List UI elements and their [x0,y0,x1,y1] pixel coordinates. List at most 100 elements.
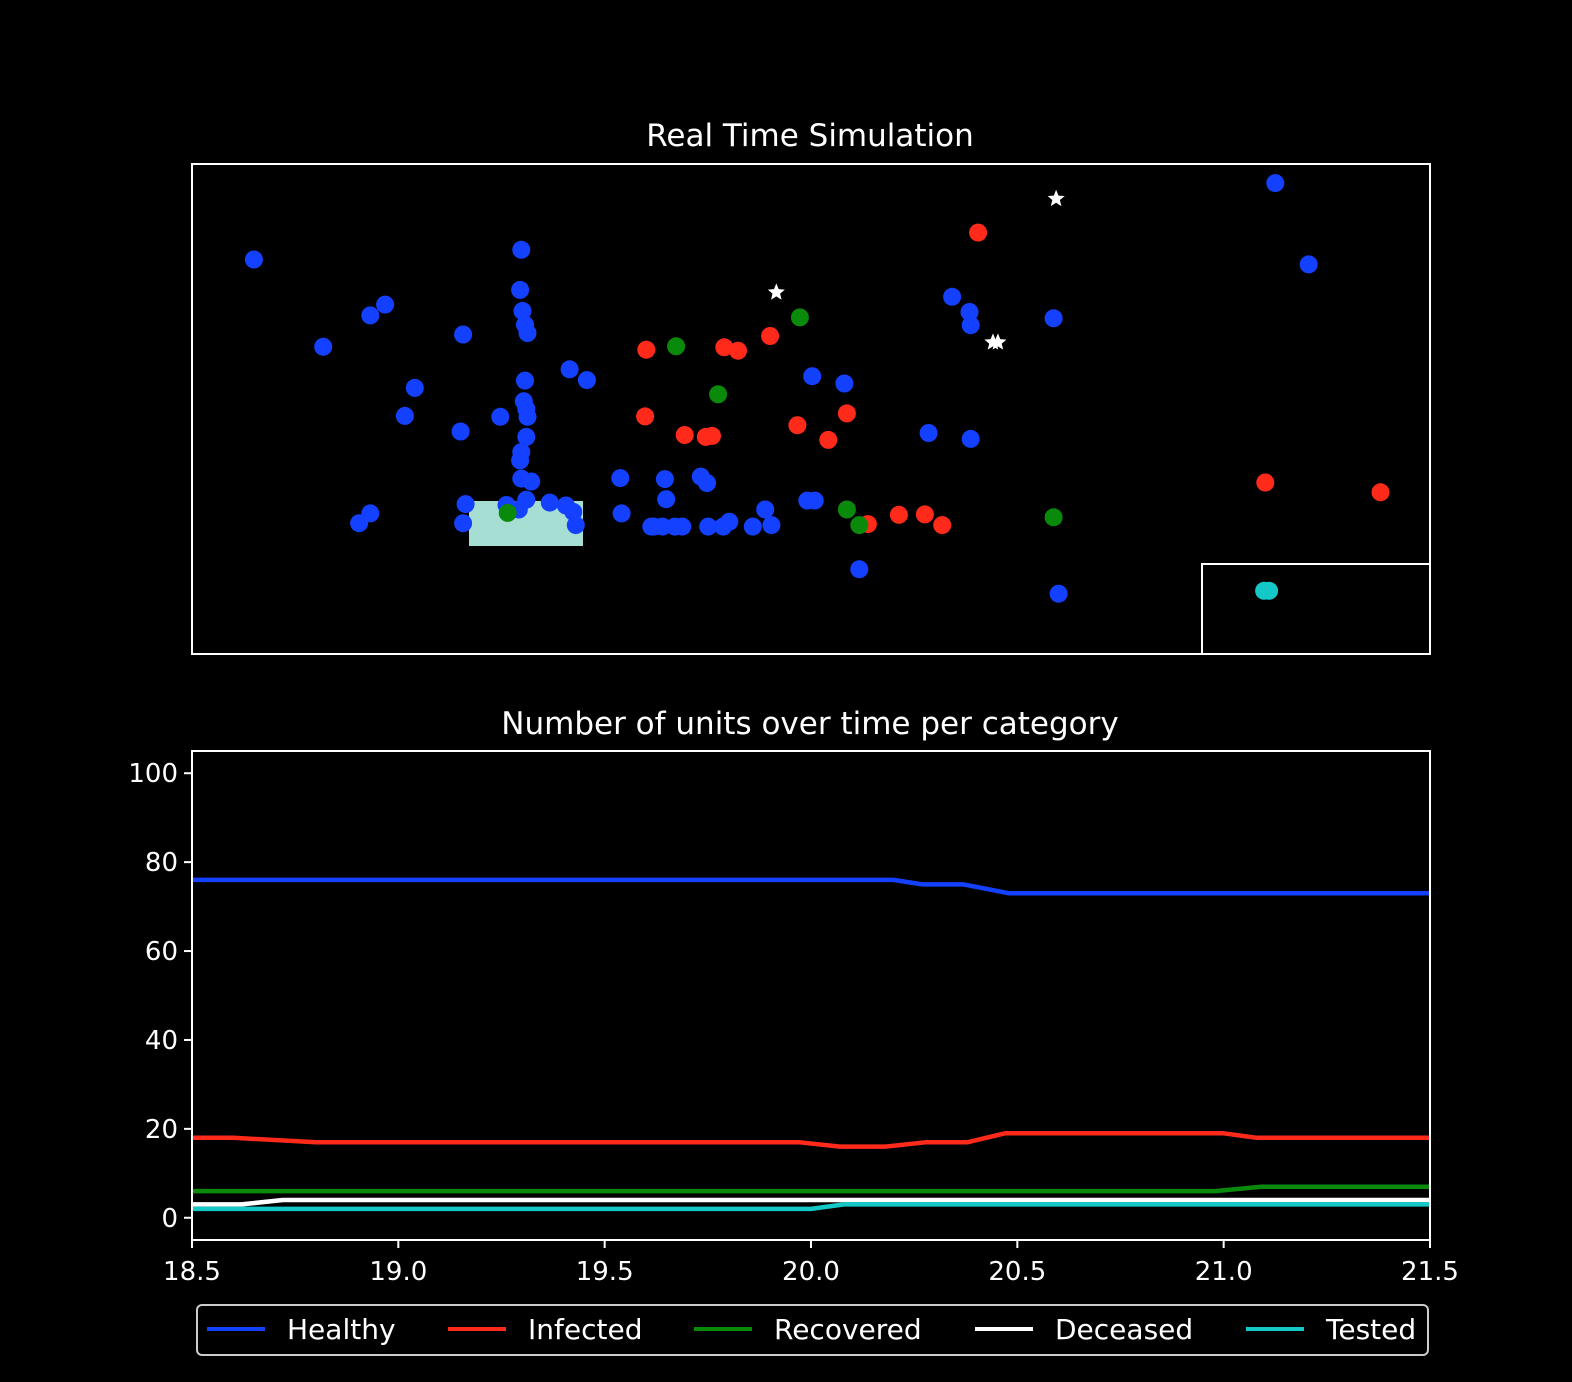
y-axis: 0 20 40 60 80 100 [128,759,192,1234]
healthy-unit-marker [835,374,854,393]
legend-items: Healthy Infected Recovered Deceased Tested [207,1313,1416,1346]
infected-unit-marker [933,516,952,535]
healthy-unit-marker [961,316,980,335]
x-tick-label: 20.5 [988,1257,1046,1287]
healthy-unit-marker [644,517,663,536]
x-tick-label: 19.5 [576,1257,634,1287]
healthy-unit-marker [560,360,579,379]
infected-unit-marker [1256,473,1275,492]
x-tick-label: 21.0 [1195,1257,1253,1287]
x-axis: 18.5 19.0 19.5 20.0 20.5 21.0 21.5 [163,1240,1459,1287]
simulation-panel: Real Time Simulation [191,118,1431,655]
simulation-frame [191,163,1431,655]
healthy-unit-marker [511,451,530,470]
series-line-healthy [192,877,1430,896]
healthy-unit-marker [405,378,424,397]
healthy-unit-marker [943,287,962,306]
recovered-unit-marker [709,385,728,404]
healthy-unit-marker [540,493,559,512]
simulation-plot-area [192,164,1430,654]
healthy-unit-marker [361,306,380,325]
healthy-unit-marker [518,324,537,342]
timeseries-plot-area [192,751,1430,1240]
healthy-unit-marker [762,516,781,535]
legend-label-infected: Infected [528,1313,642,1346]
simulation-points [244,174,1390,603]
x-tick-label: 21.5 [1401,1257,1459,1287]
recovered-unit-marker [850,516,869,535]
healthy-unit-marker [1044,309,1063,328]
x-tick-label: 19.0 [369,1257,427,1287]
infected-unit-marker [637,340,656,359]
healthy-unit-marker [698,474,716,492]
infected-unit-marker [788,416,807,435]
healthy-unit-marker [1299,255,1318,274]
timeseries-panel: Number of units over time per category 1… [128,706,1459,1287]
healthy-unit-marker [516,371,534,390]
healthy-unit-marker [456,495,475,514]
infected-unit-marker [636,407,655,426]
healthy-unit-marker [454,514,473,533]
recovered-unit-marker [790,308,809,327]
y-tick-label: 100 [128,759,178,789]
healthy-unit-marker [512,240,531,259]
infected-unit-marker [715,338,734,357]
healthy-unit-marker [513,302,532,320]
healthy-unit-marker [1266,174,1285,193]
series-line-recovered [192,1184,1430,1194]
y-tick-label: 20 [145,1115,178,1145]
healthy-unit-marker [612,504,631,523]
legend-label-healthy: Healthy [287,1313,396,1346]
healthy-unit-marker [376,295,395,314]
infected-unit-marker [915,505,934,524]
infected-unit-marker [1371,483,1390,502]
healthy-unit-marker [960,303,979,321]
deceased-unit-marker [767,283,785,300]
healthy-unit-marker [673,517,692,536]
healthy-unit-marker [518,407,537,426]
healthy-unit-marker [611,469,630,488]
healthy-unit-marker [451,422,470,441]
healthy-unit-marker [395,406,414,425]
healthy-unit-marker [454,325,473,344]
legend-label-deceased: Deceased [1055,1313,1193,1346]
recovered-unit-marker [667,337,686,356]
healthy-unit-marker [517,427,536,446]
healthy-unit-marker [743,517,762,536]
healthy-unit-marker [961,429,980,448]
legend: Healthy Infected Recovered Deceased Tested [196,1304,1429,1356]
x-tick-label: 18.5 [163,1257,221,1287]
healthy-unit-marker [244,250,263,269]
infected-unit-marker [761,327,780,345]
healthy-unit-marker [522,472,541,491]
infected-unit-marker [819,430,838,449]
healthy-unit-marker [756,500,775,519]
healthy-unit-marker [919,424,938,442]
healthy-unit-marker [720,512,739,531]
deceased-unit-marker [1047,189,1065,207]
healthy-unit-marker [314,337,333,356]
y-tick-label: 80 [145,848,178,878]
series-line-tested [192,1202,1430,1212]
series-line-deceased [192,1197,1430,1207]
y-tick-label: 40 [145,1026,178,1056]
healthy-unit-marker [577,371,596,390]
recovered-unit-marker [837,500,856,519]
healthy-unit-marker [805,491,824,510]
healthy-unit-marker [803,367,822,386]
healthy-unit-marker [566,516,585,535]
infected-unit-marker [889,505,908,524]
healthy-unit-marker [350,514,369,533]
legend-label-tested: Tested [1325,1313,1416,1346]
infected-unit-marker [675,426,694,444]
infected-unit-marker [703,426,721,445]
healthy-unit-marker [1049,584,1068,603]
healthy-unit-marker [655,470,674,489]
x-tick-label: 20.0 [782,1257,840,1287]
legend-box [196,1304,1429,1356]
healthy-unit-marker [657,490,676,509]
y-tick-label: 60 [145,937,178,967]
legend-label-recovered: Recovered [774,1313,922,1346]
healthy-unit-marker [511,280,530,299]
tested-unit-marker [1260,581,1279,600]
